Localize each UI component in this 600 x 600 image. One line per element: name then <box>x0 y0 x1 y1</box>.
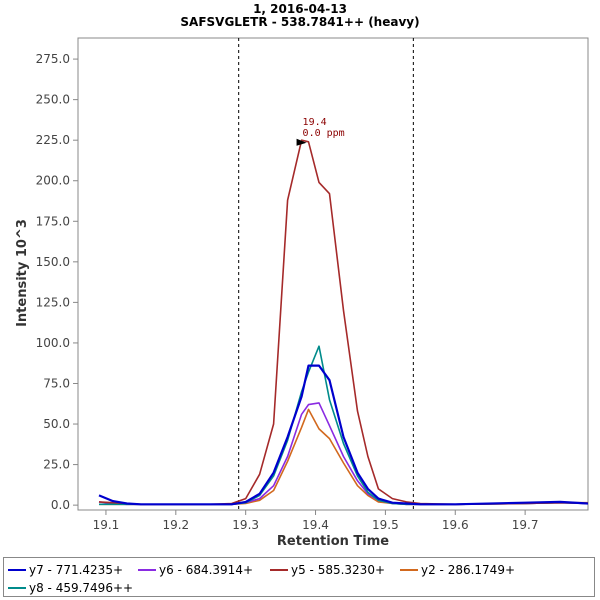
y-tick-label: 150.0 <box>36 255 70 269</box>
legend-label: y6 - 684.3914+ <box>159 563 254 577</box>
y-tick-label: 275.0 <box>36 52 70 66</box>
y-axis: 0.0 25.0 50.0 75.0 100.0 125.0 150.0 175.0 200.0… <box>36 52 78 512</box>
chromatogram-chart: 1, 2016-04-13 SAFSVGLETR - 538.7841++ (h… <box>15 2 589 549</box>
y-tick-label: 125.0 <box>36 295 70 309</box>
series-lines <box>98 139 588 506</box>
x-axis-label: Retention Time <box>277 534 389 549</box>
legend-swatch <box>8 587 26 589</box>
plot-area <box>77 37 589 511</box>
peak-time-label: 19.4 <box>303 117 327 128</box>
chart-subtitle: SAFSVGLETR - 538.7841++ (heavy) <box>180 15 419 29</box>
legend-swatch <box>8 569 26 571</box>
legend-label: y7 - 771.4235+ <box>29 563 124 577</box>
y-axis-label: Intensity 10^3 <box>15 219 30 327</box>
y-tick-label: 100.0 <box>36 336 70 350</box>
x-tick-label: 19.7 <box>512 518 539 532</box>
x-tick-label: 19.5 <box>372 518 399 532</box>
legend-item-y5: y5 - 585.3230+ <box>270 563 385 577</box>
y-tick-label: 50.0 <box>43 417 70 431</box>
legend-item-y7: y7 - 771.4235+ <box>8 563 123 577</box>
y-tick-label: 175.0 <box>36 214 70 228</box>
x-tick-label: 19.3 <box>232 518 259 532</box>
y-tick-label: 200.0 <box>36 174 70 188</box>
legend-label: y5 - 585.3230+ <box>291 563 386 577</box>
y-tick-label: 25.0 <box>43 458 70 472</box>
integration-boundaries <box>238 38 414 510</box>
x-tick-label: 19.2 <box>162 518 189 532</box>
y-tick-label: 75.0 <box>43 376 70 390</box>
peak-marker-arrow <box>296 138 307 146</box>
legend-item-y2: y2 - 286.1749+ <box>400 563 515 577</box>
y-tick-label: 0.0 <box>51 498 70 512</box>
y-tick-label: 225.0 <box>36 133 70 147</box>
legend-item-y8: y8 - 459.7496++ <box>8 581 133 595</box>
peak-annotation: 19.40.0 ppm <box>296 117 345 146</box>
legend-item-y6: y6 - 684.3914+ <box>138 563 253 577</box>
legend-swatch <box>138 569 156 571</box>
x-tick-label: 19.4 <box>302 518 329 532</box>
y-tick-label: 250.0 <box>36 93 70 107</box>
legend-swatch <box>400 569 418 571</box>
x-tick-label: 19.6 <box>442 518 469 532</box>
legend-label: y8 - 459.7496++ <box>29 581 134 595</box>
peak-ppm-label: 0.0 ppm <box>303 128 345 139</box>
legend: y7 - 771.4235+ y6 - 684.3914+ y5 - 585.323… <box>3 557 595 597</box>
legend-swatch <box>270 569 288 571</box>
x-axis: 19.1 19.2 19.3 19.4 19.5 19.6 19.7 <box>93 510 539 532</box>
series-line-y7 <box>98 364 588 506</box>
chart-title: 1, 2016-04-13 <box>253 2 347 16</box>
legend-label: y2 - 286.1749+ <box>421 563 516 577</box>
x-tick-label: 19.1 <box>93 518 120 532</box>
